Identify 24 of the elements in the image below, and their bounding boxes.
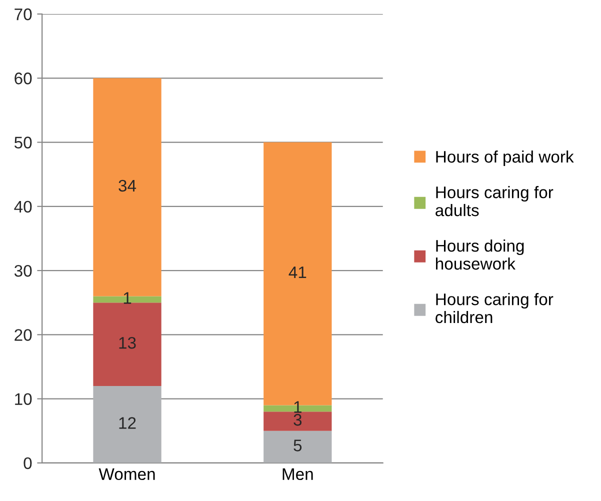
legend-label: Hours caring for adults <box>436 186 554 216</box>
x-tick-label: Men <box>282 468 313 480</box>
bar <box>93 302 162 386</box>
y-tick-label: 50 <box>14 136 32 148</box>
data-label: 3 <box>294 414 302 426</box>
bar <box>93 386 162 463</box>
y-tick-label: 0 <box>24 457 32 470</box>
data-label: 34 <box>118 180 136 192</box>
bar <box>264 430 332 463</box>
legend-label: Hours doing housework <box>436 240 524 270</box>
data-label: 41 <box>288 266 306 278</box>
data-label: 5 <box>294 440 302 452</box>
y-tick-label: 30 <box>14 264 32 277</box>
y-tick-label: 70 <box>14 8 32 20</box>
legend-label: Hours caring for children <box>436 292 554 324</box>
legend-label: Hours of paid work <box>436 150 574 166</box>
data-label: 13 <box>119 336 136 349</box>
y-tick-label: 60 <box>14 72 32 84</box>
y-tick-label: 20 <box>14 329 32 341</box>
x-tick-label: Women <box>98 468 155 480</box>
y-tick-label: 10 <box>15 393 32 405</box>
y-tick-label: 40 <box>14 200 32 213</box>
bar <box>264 412 332 431</box>
data-label: 12 <box>119 417 136 429</box>
